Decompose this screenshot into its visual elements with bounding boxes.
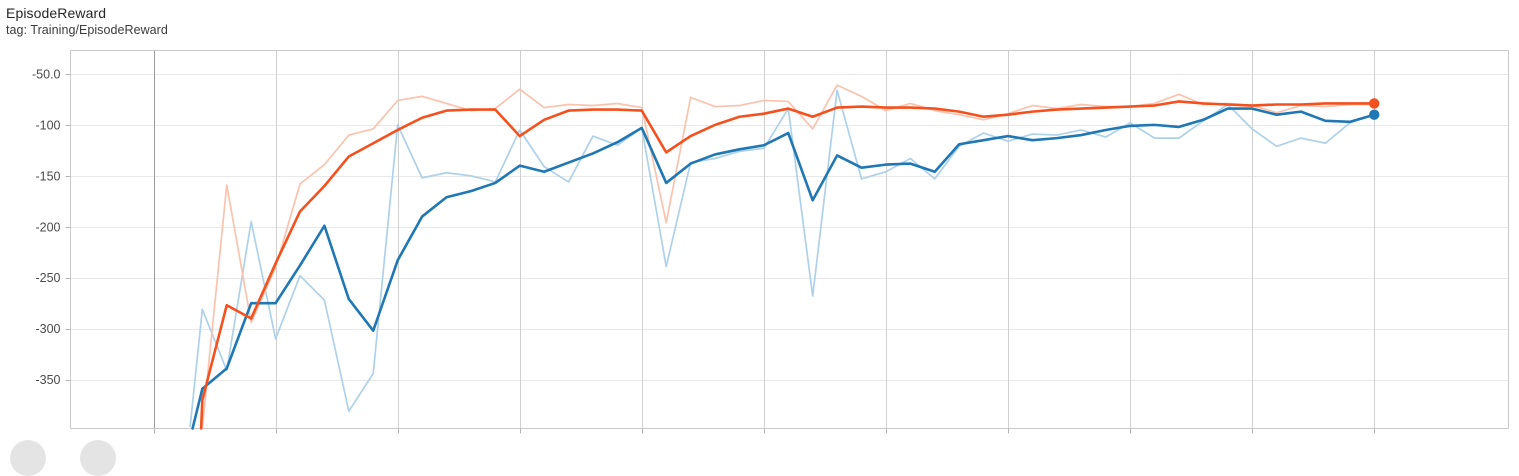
y-tick-label: -250 (35, 271, 60, 285)
plot-area[interactable]: -50.0-100-150-200-250-300-350 0.0005.000… (0, 44, 1519, 436)
series-line-run2_raw (201, 84, 1376, 429)
series-line-run1_smoothed (191, 107, 1376, 430)
y-tick-label: -100 (35, 118, 60, 132)
y-axis-tick-labels: -50.0 -100 -150 -200 -250 -300 -350 (32, 67, 61, 387)
expand-chart-button[interactable] (10, 440, 46, 476)
series-line-run2_smoothed (199, 100, 1376, 430)
page-title: EpisodeReward (6, 5, 107, 21)
endpoint-marker-run2_smoothed[interactable] (1369, 98, 1380, 109)
series-line-run1_raw (189, 89, 1376, 428)
endpoint-markers-group (1369, 98, 1380, 120)
y-tick-label: -350 (35, 373, 60, 387)
episode-reward-chart-card: EpisodeReward tag: Training/EpisodeRewar… (0, 5, 1519, 476)
chart-tag-label: tag: Training/EpisodeReward (6, 23, 168, 37)
line-chart-svg[interactable]: -50.0-100-150-200-250-300-350 0.0005.000… (0, 44, 1519, 436)
series-group (189, 84, 1376, 430)
y-tick-label: -50.0 (32, 67, 61, 81)
y-tick-label: -150 (35, 169, 60, 183)
y-tick-label: -300 (35, 322, 60, 336)
chart-toolbar (0, 440, 1519, 476)
y-tick-label: -200 (35, 220, 60, 234)
chart-header: EpisodeReward tag: Training/EpisodeRewar… (6, 5, 606, 38)
endpoint-marker-run1_smoothed[interactable] (1369, 109, 1380, 120)
tickmarks-group (65, 74, 1375, 434)
data-download-button[interactable] (80, 440, 116, 476)
plot-frame (70, 50, 1509, 429)
